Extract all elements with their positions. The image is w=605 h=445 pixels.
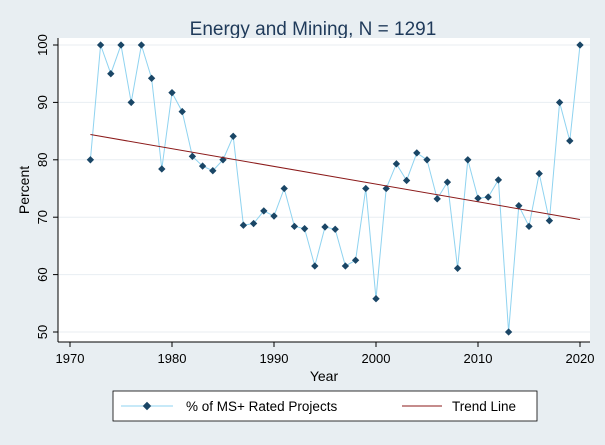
- legend: % of MS+ Rated Projects Trend Line: [112, 390, 538, 422]
- data-point: [198, 162, 207, 170]
- data-point: [270, 212, 278, 220]
- y-tick-label: 60: [35, 267, 50, 281]
- y-axis-label: Percent: [16, 166, 32, 214]
- data-point: [107, 70, 115, 78]
- y-tick-label: 70: [35, 210, 50, 224]
- data-point: [515, 202, 523, 210]
- chart-title: Energy and Mining, N = 1291: [190, 19, 437, 40]
- data-point: [311, 262, 319, 270]
- legend-series-marker: [142, 401, 152, 411]
- legend-box: [112, 390, 538, 422]
- x-tick-label: 2000: [362, 351, 391, 366]
- y-tick-label: 90: [35, 95, 50, 109]
- data-point: [178, 107, 186, 116]
- data-point: [341, 262, 350, 270]
- x-tick-label: 1970: [56, 351, 85, 366]
- data-point: [545, 216, 554, 225]
- data-point: [504, 328, 513, 336]
- y-tick-label: 80: [35, 153, 50, 167]
- data-point: [535, 169, 543, 178]
- x-tick-label: 1990: [260, 351, 289, 366]
- data-point: [280, 184, 288, 193]
- data-point: [351, 256, 360, 264]
- data-point: [566, 137, 574, 145]
- x-tick-label: 2020: [566, 351, 595, 366]
- x-tick-label: 2010: [464, 351, 493, 366]
- data-point: [372, 295, 380, 303]
- data-point: [168, 88, 176, 97]
- data-point: [96, 41, 105, 49]
- y-axis-ticks: 50 60 70 80 90 100: [35, 34, 58, 339]
- data-point: [86, 156, 95, 164]
- legend-trend-label: Trend Line: [452, 399, 516, 414]
- data-point: [484, 193, 492, 201]
- data-point: [423, 156, 431, 164]
- y-tick-label: 100: [35, 34, 50, 56]
- y-tick-label: 50: [35, 325, 50, 339]
- plot-area: [58, 38, 590, 342]
- data-point: [402, 176, 411, 185]
- data-point: [127, 98, 135, 107]
- gridlines: [58, 44, 590, 333]
- data-point: [433, 195, 441, 203]
- data-point: [494, 176, 503, 184]
- data-point: [249, 219, 258, 228]
- data-point: [147, 74, 156, 82]
- data-point: [239, 221, 248, 229]
- trend-line: [90, 134, 581, 220]
- trend-layer: [90, 134, 581, 220]
- x-axis-ticks: 1970 1980 1990 2000 2010 2020: [56, 342, 595, 366]
- data-point: [443, 178, 452, 186]
- data-point: [453, 264, 462, 272]
- x-axis-label: Year: [310, 368, 339, 384]
- data-point: [525, 222, 533, 231]
- legend-series-label: % of MS+ Rated Projects: [186, 399, 337, 414]
- data-point: [290, 222, 299, 231]
- data-point: [117, 41, 125, 49]
- x-tick-label: 1980: [158, 351, 187, 366]
